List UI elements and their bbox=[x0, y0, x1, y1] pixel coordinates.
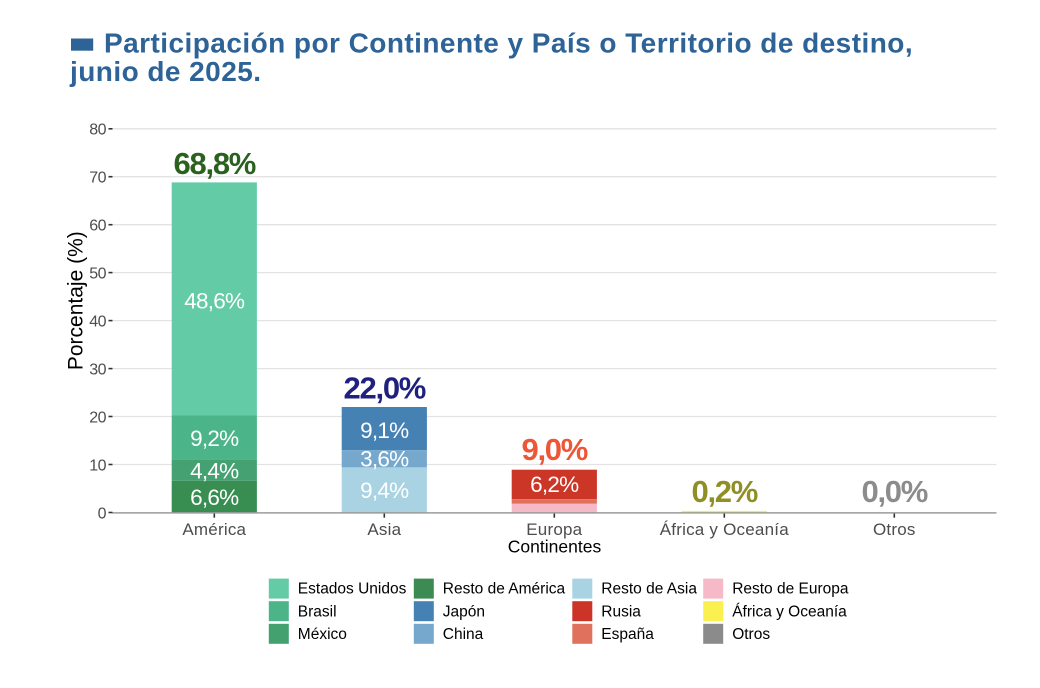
svg-text:Asia: Asia bbox=[367, 520, 401, 539]
svg-text:España: España bbox=[601, 626, 654, 643]
svg-text:América: América bbox=[182, 520, 246, 539]
svg-text:6,2%: 6,2% bbox=[530, 472, 579, 497]
svg-text:Europa: Europa bbox=[526, 520, 582, 539]
svg-text:Resto de Europa: Resto de Europa bbox=[732, 581, 849, 598]
svg-text:México: México bbox=[298, 626, 347, 643]
svg-text:30: 30 bbox=[89, 361, 106, 378]
svg-text:60: 60 bbox=[89, 218, 106, 235]
svg-text:Continentes: Continentes bbox=[508, 537, 602, 557]
svg-text:9,0%: 9,0% bbox=[521, 432, 587, 467]
svg-text:20: 20 bbox=[89, 409, 106, 426]
svg-text:Brasil: Brasil bbox=[298, 603, 337, 620]
svg-text:3,6%: 3,6% bbox=[360, 446, 409, 471]
svg-text:48,6%: 48,6% bbox=[184, 288, 245, 313]
svg-text:África y Oceanía: África y Oceanía bbox=[732, 603, 847, 620]
svg-text:6,6%: 6,6% bbox=[190, 485, 239, 510]
svg-text:Japón: Japón bbox=[443, 603, 485, 620]
svg-text:junio de 2025.: junio de 2025. bbox=[69, 56, 261, 87]
svg-text:70: 70 bbox=[89, 170, 106, 187]
svg-text:0,0%: 0,0% bbox=[861, 474, 927, 509]
svg-text:9,2%: 9,2% bbox=[190, 426, 239, 451]
svg-text:4,4%: 4,4% bbox=[190, 459, 239, 484]
svg-text:68,8%: 68,8% bbox=[173, 146, 255, 181]
svg-text:Participación por Continente y: Participación por Continente y País o Te… bbox=[104, 28, 913, 59]
svg-text:9,1%: 9,1% bbox=[360, 418, 409, 443]
svg-text:80: 80 bbox=[89, 122, 106, 139]
svg-text:África y Oceanía: África y Oceanía bbox=[660, 520, 790, 539]
svg-text:Porcentaje (%): Porcentaje (%) bbox=[65, 231, 88, 370]
svg-text:10: 10 bbox=[89, 457, 106, 474]
svg-text:China: China bbox=[443, 626, 484, 643]
svg-text:Otros: Otros bbox=[873, 520, 916, 539]
svg-text:22,0%: 22,0% bbox=[343, 370, 425, 405]
svg-text:0: 0 bbox=[98, 505, 107, 522]
svg-text:0,2%: 0,2% bbox=[691, 474, 757, 509]
svg-text:Otros: Otros bbox=[732, 626, 770, 643]
svg-text:Resto de Asia: Resto de Asia bbox=[601, 581, 697, 598]
svg-text:Rusia: Rusia bbox=[601, 603, 641, 620]
svg-text:9,4%: 9,4% bbox=[360, 478, 409, 503]
svg-text:Resto de América: Resto de América bbox=[443, 581, 566, 598]
svg-text:40: 40 bbox=[89, 313, 106, 330]
svg-text:50: 50 bbox=[89, 265, 106, 282]
svg-text:Estados Unidos: Estados Unidos bbox=[298, 581, 407, 598]
